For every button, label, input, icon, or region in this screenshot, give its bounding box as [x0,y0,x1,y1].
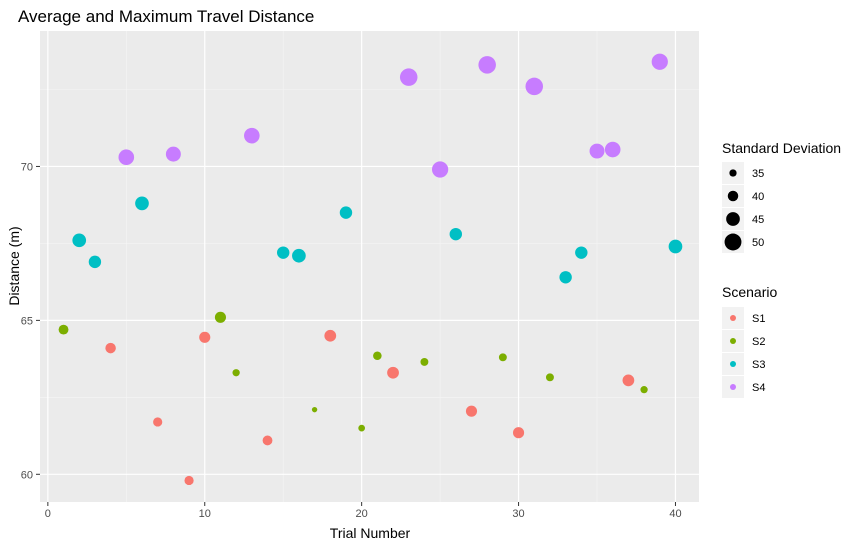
point-s2 [498,353,507,362]
color-legend-title: Scenario [722,284,777,300]
point-s4 [165,146,181,162]
point-s3 [277,246,290,259]
color-legend: Scenario S1 S2 S3 S4 [722,284,777,398]
point-s3 [72,233,87,248]
size-legend-symbol [724,233,742,251]
x-tick-label: 0 [45,508,51,520]
point-s2 [373,351,382,361]
point-s2 [358,424,365,432]
point-s3 [559,271,572,284]
color-legend-label: S2 [752,336,765,348]
size-legend-title: Standard Deviation [722,140,841,156]
point-s1 [324,329,337,342]
point-s1 [184,475,194,486]
color-legend-label: S4 [752,382,765,394]
point-s1 [387,366,399,379]
point-s4 [604,141,621,158]
y-tick-label: 70 [21,161,33,173]
grid-minor [40,31,699,502]
color-legend-symbol [730,338,736,344]
point-s1 [622,374,635,387]
x-tick-label: 30 [512,508,524,520]
point-s4 [589,143,605,159]
point-s3 [575,246,588,259]
point-s4 [478,56,496,74]
x-tick-label: 10 [199,508,211,520]
color-legend-symbol [730,315,736,321]
plot-panel [40,31,699,502]
size-legend-symbol [726,212,740,226]
point-s4 [525,77,544,96]
y-tick-label: 65 [21,315,33,327]
data-points [58,53,683,486]
point-s4 [651,53,668,70]
point-s2 [232,369,240,377]
point-s1 [465,405,478,417]
point-s3 [668,239,683,254]
x-axis-title: Trial Number [330,525,411,541]
size-legend: Standard Deviation 35 40 45 50 [722,140,841,253]
point-s3 [88,255,102,269]
point-s1 [199,331,211,343]
point-s2 [545,373,554,382]
point-s4 [244,127,260,144]
x-tick-label: 40 [669,508,681,520]
point-s3 [449,227,462,241]
color-legend-symbol [730,361,736,367]
color-legend-symbol [730,384,736,390]
size-legend-symbol [729,169,737,177]
point-s3 [135,196,149,211]
point-s3 [292,248,306,263]
point-s4 [118,149,135,166]
size-legend-label: 35 [752,168,764,180]
point-s2 [420,357,429,366]
y-axis: 60 65 70 [21,161,40,481]
size-legend-label: 50 [752,237,764,249]
point-s2 [58,324,69,335]
y-tick-label: 60 [21,469,33,481]
point-s2 [311,406,318,413]
point-s2 [640,385,648,394]
y-axis-title: Distance (m) [6,226,22,305]
color-legend-label: S3 [752,359,765,371]
point-s3 [339,206,353,219]
point-s1 [512,427,525,439]
x-tick-label: 20 [356,508,368,520]
grid-major [40,31,699,502]
chart-title: Average and Maximum Travel Distance [18,7,314,26]
point-s1 [153,417,163,427]
point-s2 [214,311,227,323]
size-legend-label: 40 [752,191,764,203]
point-s4 [399,68,418,86]
color-legend-label: S1 [752,313,765,325]
x-axis: 0 10 20 30 40 [45,502,682,520]
point-s1 [105,342,116,354]
point-s1 [262,435,273,446]
size-legend-symbol [727,190,739,202]
size-legend-label: 45 [752,214,764,226]
point-s4 [431,161,449,178]
